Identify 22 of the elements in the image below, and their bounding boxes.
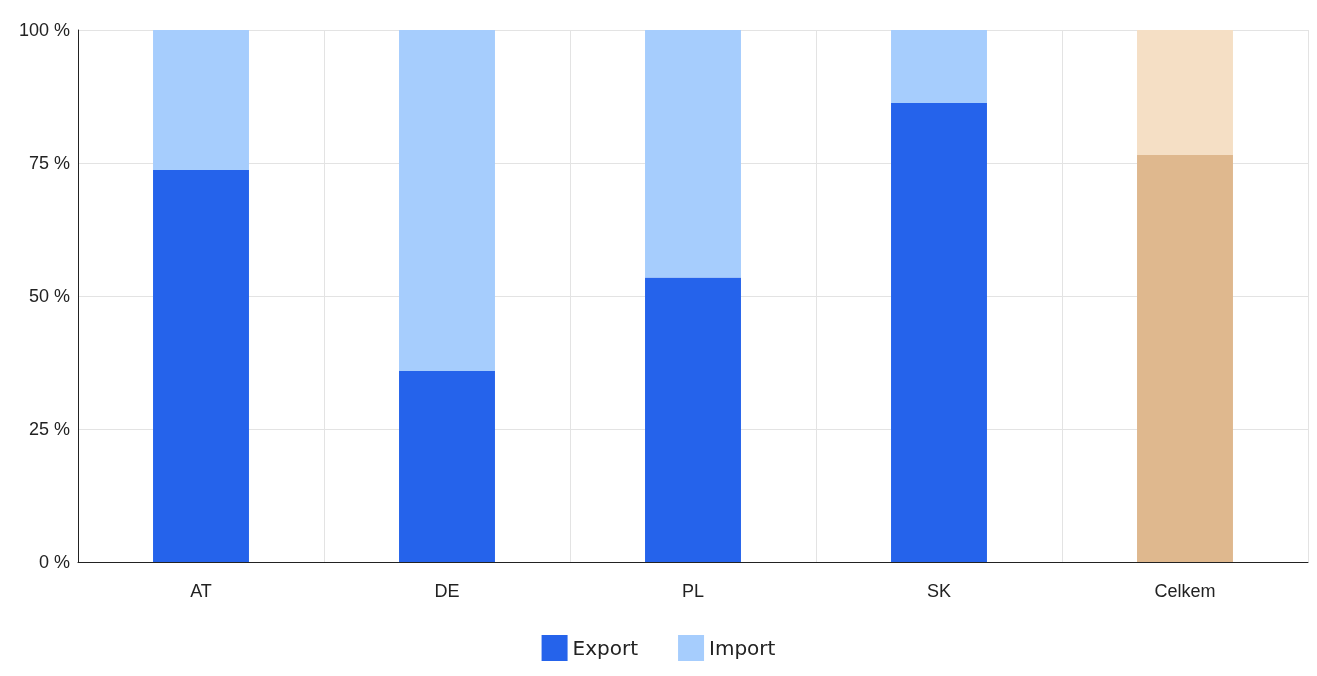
x-tick-label: Celkem [1154,581,1216,601]
x-tick-label: PL [681,581,705,601]
bar [891,102,987,562]
y-tick-label: 75 % [28,153,70,173]
bar [891,30,987,103]
legend-label: Import [709,636,776,660]
bar [1137,30,1233,156]
x-tick-label: AT [190,581,212,601]
legend-label: Export [572,636,639,660]
y-tick-label: 0 % [38,552,70,572]
y-tick-label: 50 % [28,286,70,306]
bar [153,30,249,170]
x-tick-label: DE [434,581,460,601]
y-tick-label: 25 % [28,419,70,439]
bar [1137,155,1233,562]
bar [645,30,741,278]
bar [399,30,495,372]
x-tick-label: SK [926,581,952,601]
y-tick-label: 100 % [18,20,70,40]
bar [399,371,495,562]
bar [153,169,249,562]
bar [645,277,741,562]
